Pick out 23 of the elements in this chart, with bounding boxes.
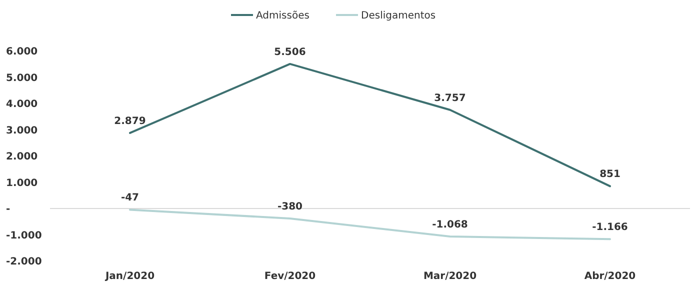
data-label: 3.757: [434, 92, 466, 104]
x-tick-label: Abr/2020: [584, 271, 636, 282]
y-tick-label: 2.000: [6, 152, 38, 162]
y-tick-label: 5.000: [6, 72, 38, 84]
data-label: -1.166: [592, 222, 628, 234]
y-tick-label: 1.000: [6, 178, 38, 189]
y-tick-label: 4.000: [6, 99, 38, 110]
legend-label: Admissões: [256, 10, 310, 22]
data-label: 2.879: [114, 116, 146, 127]
data-label: 851: [600, 169, 620, 180]
data-label: 5.506: [274, 46, 306, 58]
data-label: -47: [120, 192, 140, 204]
y-tick-label: 6.000: [6, 46, 38, 58]
data-label: -380: [277, 201, 303, 212]
x-tick-label: Fev/2020: [264, 271, 316, 282]
y-tick-label: -: [6, 204, 10, 215]
y-tick-label: -2.000: [6, 256, 42, 268]
data-label: -1.068: [432, 220, 468, 231]
y-tick-label: -1.000: [6, 230, 42, 242]
legend-label: Desligamentos: [361, 10, 436, 22]
y-tick-label: 3.000: [6, 125, 38, 136]
x-tick-label: Jan/2020: [104, 271, 155, 282]
x-tick-label: Mar/2020: [423, 271, 477, 282]
